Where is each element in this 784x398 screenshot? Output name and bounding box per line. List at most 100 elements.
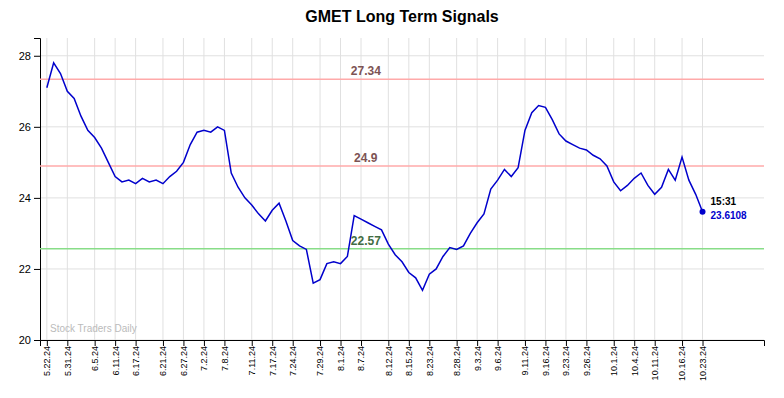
grid <box>40 38 764 340</box>
tick: 8.7.24 <box>356 340 366 371</box>
tick-mark <box>341 340 342 346</box>
grid-line <box>40 197 764 198</box>
tick-label: 9.16.24 <box>541 346 551 376</box>
tick-mark <box>525 340 526 346</box>
tick: 6.27.24 <box>179 340 189 376</box>
grid-line <box>682 38 683 340</box>
tick-mark <box>457 340 458 346</box>
tick-label: 9.11.24 <box>520 346 530 375</box>
tick: 9.11.24 <box>520 340 530 375</box>
tick-mark <box>34 198 40 199</box>
tick-label: 9.6.24 <box>493 346 503 371</box>
tick-label: 10.1.24 <box>609 346 619 376</box>
tick: 8.15.24 <box>404 340 414 376</box>
tick: 10.11.24 <box>650 340 660 380</box>
grid-line <box>497 38 498 340</box>
tick: 7.2.24 <box>199 340 209 371</box>
tick-label: 6.21.24 <box>158 346 168 376</box>
tick-label: 24 <box>19 192 31 204</box>
tick: 26 <box>19 121 40 133</box>
tick-mark <box>388 340 389 346</box>
tick-label: 8.12.24 <box>384 346 394 376</box>
tick: 6.21.24 <box>158 340 168 376</box>
tick-mark <box>183 340 184 346</box>
tick-label: 7.29.24 <box>315 346 325 376</box>
grid-line <box>456 38 457 340</box>
tick-label: 7.24.24 <box>288 346 298 376</box>
tick-mark <box>614 340 615 346</box>
tick: 7.24.24 <box>288 340 298 376</box>
tick-label: 10.16.24 <box>677 346 687 381</box>
grid-line <box>115 38 116 340</box>
grid-line <box>40 55 764 56</box>
tick-label: 8.1.24 <box>336 346 346 371</box>
tick-label: 7.11.24 <box>247 346 257 375</box>
tick-label: 6.5.24 <box>90 346 100 371</box>
tick: 9.3.24 <box>473 340 483 371</box>
tick-label: 28 <box>19 50 31 62</box>
grid-line <box>565 38 566 340</box>
grid-line <box>634 38 635 340</box>
grid-line <box>94 38 95 340</box>
tick-mark <box>115 340 116 346</box>
tick-mark <box>320 340 321 346</box>
tick-label: 7.17.24 <box>268 346 278 376</box>
tick: 28 <box>19 50 40 62</box>
tick-mark <box>34 127 40 128</box>
grid-line <box>361 38 362 340</box>
tick: 5.22.24 <box>42 340 52 376</box>
tick-mark <box>34 56 40 57</box>
tick: 9.23.24 <box>561 340 571 376</box>
tick-label: 10.11.24 <box>650 346 660 380</box>
tick: 7.17.24 <box>268 340 278 376</box>
grid-line <box>251 38 252 340</box>
reference-line <box>40 78 764 80</box>
grid-line <box>586 38 587 340</box>
tick-mark <box>34 269 40 270</box>
tick-mark <box>566 340 567 346</box>
tick-mark <box>409 340 410 346</box>
watermark: Stock Traders Daily <box>50 323 137 334</box>
tick: 10.1.24 <box>609 340 619 376</box>
axis-line <box>34 39 41 341</box>
tick-label: 6.11.24 <box>111 346 121 375</box>
grid-line <box>203 38 204 340</box>
tick-label: 26 <box>19 121 31 133</box>
grid-line <box>40 126 764 127</box>
tick-mark <box>293 340 294 346</box>
tick-label: 8.23.24 <box>425 346 435 376</box>
last-time-label: 15:31 <box>711 196 737 207</box>
chart: 20222426285.22.245.31.246.5.246.11.246.1… <box>0 0 784 398</box>
tick: 6.11.24 <box>111 340 121 375</box>
tick: 9.6.24 <box>493 340 503 371</box>
tick: 8.23.24 <box>425 340 435 376</box>
tick-mark <box>429 340 430 346</box>
tick-label: 5.31.24 <box>63 346 73 376</box>
grid-line <box>702 38 703 340</box>
x-axis: 5.22.24 5.31.24 6.5.24 6.11.24 6.17.24 6.21.2… <box>41 340 765 381</box>
grid-line <box>272 38 273 340</box>
tick: 6.17.24 <box>131 340 141 376</box>
tick-label: 7.2.24 <box>199 346 209 371</box>
tick: 9.26.24 <box>582 340 592 376</box>
grid-line <box>477 38 478 340</box>
annotations: 27.3424.922.5715:3123.6108Stock Traders … <box>50 64 747 334</box>
grid-line <box>224 38 225 340</box>
reference-label: 27.34 <box>351 64 381 78</box>
tick: 8.28.24 <box>452 340 462 376</box>
marks <box>40 63 764 290</box>
tick: 7.11.24 <box>247 340 257 375</box>
tick: 10.16.24 <box>677 340 687 381</box>
plot-area: 20222426285.22.245.31.246.5.246.11.246.1… <box>19 38 765 381</box>
reference-line <box>40 248 764 250</box>
tick-label: 8.7.24 <box>356 346 366 371</box>
grid-line <box>388 38 389 340</box>
grid-line <box>545 38 546 340</box>
tick: 6.5.24 <box>90 340 100 371</box>
tick-mark <box>361 340 362 346</box>
reference-label: 22.57 <box>351 234 381 248</box>
tick: 10.23.24 <box>698 340 708 381</box>
grid-line <box>654 38 655 340</box>
tick-label: 10.23.24 <box>698 346 708 381</box>
tick: 22 <box>19 263 40 275</box>
